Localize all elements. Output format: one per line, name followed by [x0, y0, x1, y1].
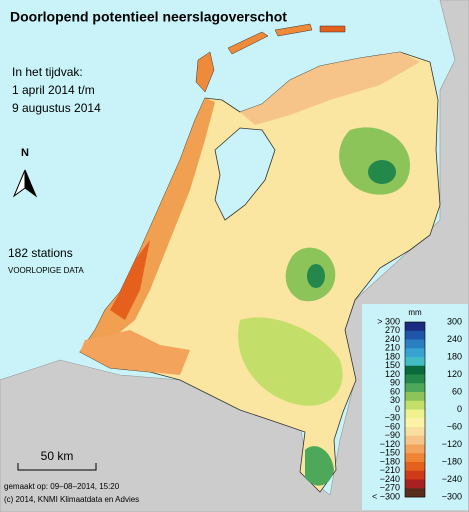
island [319, 25, 346, 33]
legend-label-left: 0 [395, 404, 400, 414]
north-label: N [21, 147, 29, 159]
legend-label-left: > 300 [377, 316, 400, 326]
limburg-wet-zone [305, 446, 334, 486]
legend-label-left: −180 [380, 456, 400, 466]
legend-label-left: −60 [385, 421, 400, 431]
legend-swatch [405, 392, 425, 402]
legend-label-left: 60 [390, 386, 400, 396]
east-wettest-zone [368, 160, 396, 184]
legend-label-right: 240 [447, 334, 462, 344]
legend-label-left: −30 [385, 413, 400, 423]
legend-swatch [405, 435, 425, 445]
legend-swatch [405, 339, 425, 349]
legend-swatch [405, 409, 425, 419]
legend-label-left: −90 [385, 430, 400, 440]
legend-label-left: 30 [390, 395, 400, 405]
legend-swatch [405, 427, 425, 437]
legend-label-right: −300 [442, 491, 462, 501]
scale-bar-line [17, 463, 97, 471]
legend-label-right: 120 [447, 369, 462, 379]
legend-swatch [405, 470, 425, 480]
legend-swatch [405, 400, 425, 410]
legend-swatch [405, 322, 425, 332]
legend-swatch [405, 462, 425, 472]
legend-label-right: −240 [442, 474, 462, 484]
legend-label-left: −150 [380, 448, 400, 458]
legend-label-right: −180 [442, 456, 462, 466]
legend-label-right: 300 [447, 316, 462, 326]
legend-label-left: −240 [380, 474, 400, 484]
legend-label-right: 60 [452, 386, 462, 396]
legend-unit: mm [408, 308, 422, 317]
island [274, 23, 313, 37]
legend-swatch [405, 383, 425, 393]
legend-swatch [405, 365, 425, 375]
legend-label-left: −210 [380, 465, 400, 475]
stations: 182 stations [8, 246, 73, 260]
coastal-dry-zone [80, 98, 215, 352]
legend-label-left: −270 [380, 483, 400, 493]
legend-swatch [405, 488, 425, 498]
legend-label-right: −120 [442, 439, 462, 449]
legend-swatch [405, 453, 425, 463]
island [227, 31, 269, 55]
ijsselmeer [214, 127, 276, 221]
period-end: 9 augustus 2014 [12, 101, 101, 115]
period-start: 1 april 2014 t/m [12, 83, 95, 97]
legend-label-right: −60 [447, 421, 462, 431]
period-heading: In het tijdvak: [12, 65, 83, 79]
legend-frame [404, 321, 426, 498]
legend-swatch [405, 444, 425, 454]
scale-label: 50 km [41, 449, 74, 463]
legend-swatch [405, 479, 425, 489]
north-arrow-right [24, 169, 38, 198]
legend: mm> 3002702402101801501209060300−30−60−9… [362, 304, 468, 510]
legend-label-left: 150 [385, 360, 400, 370]
status: VOORLOPIGE DATA [8, 266, 84, 275]
central-wettest-zone [307, 264, 325, 288]
legend-label-left: 210 [385, 343, 400, 353]
legend-label-left: 120 [385, 369, 400, 379]
legend-label-left: −120 [380, 439, 400, 449]
legend-label-left: 270 [385, 325, 400, 335]
legend-swatch [405, 357, 425, 367]
title: Doorlopend potentieel neerslagoverschot [10, 9, 287, 25]
zeeland-zone [80, 330, 190, 375]
coastal-very-dry-zone [110, 240, 150, 320]
made-date: gemaakt op: 09–08–2014, 15:20 [4, 482, 120, 491]
legend-swatch [405, 348, 425, 358]
legend-swatch [405, 330, 425, 340]
legend-label-left: 90 [390, 378, 400, 388]
legend-label-left: 240 [385, 334, 400, 344]
copyright: (c) 2014, KNMI Klimaatdata en Advies [4, 495, 139, 504]
north-zone [240, 52, 420, 125]
legend-label-right: 180 [447, 351, 462, 361]
legend-swatch [405, 418, 425, 428]
legend-label-right: 0 [457, 404, 462, 414]
legend-swatch [405, 374, 425, 384]
legend-label-left: < −300 [372, 491, 400, 501]
south-wet-zone [238, 317, 343, 406]
island [195, 51, 215, 93]
legend-label-left: 180 [385, 351, 400, 361]
